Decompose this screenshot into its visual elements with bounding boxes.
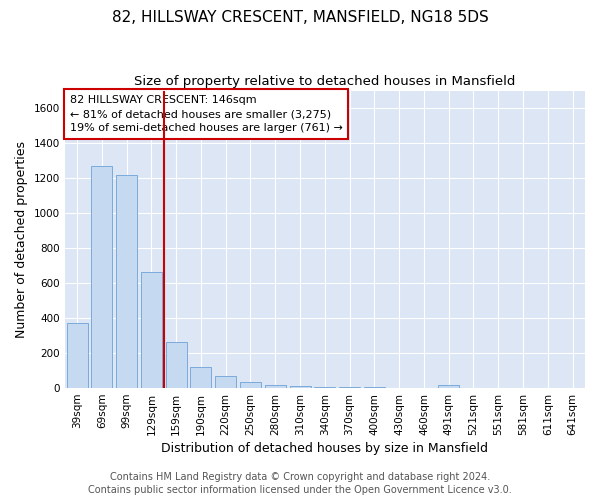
Text: 82 HILLSWAY CRESCENT: 146sqm
← 81% of detached houses are smaller (3,275)
19% of: 82 HILLSWAY CRESCENT: 146sqm ← 81% of de… xyxy=(70,95,343,133)
Bar xyxy=(438,384,459,388)
Bar xyxy=(116,176,137,388)
Text: Contains HM Land Registry data © Crown copyright and database right 2024.
Contai: Contains HM Land Registry data © Crown c… xyxy=(88,472,512,495)
Bar xyxy=(265,384,286,388)
Title: Size of property relative to detached houses in Mansfield: Size of property relative to detached ho… xyxy=(134,75,515,88)
Text: 82, HILLSWAY CRESCENT, MANSFIELD, NG18 5DS: 82, HILLSWAY CRESCENT, MANSFIELD, NG18 5… xyxy=(112,10,488,25)
Bar xyxy=(91,166,112,388)
Bar xyxy=(190,368,211,388)
Bar xyxy=(67,324,88,388)
Bar xyxy=(166,342,187,388)
Y-axis label: Number of detached properties: Number of detached properties xyxy=(15,141,28,338)
Bar xyxy=(364,387,385,388)
Bar xyxy=(215,376,236,388)
Bar xyxy=(314,386,335,388)
Bar xyxy=(290,386,311,388)
Bar xyxy=(240,382,261,388)
Bar xyxy=(339,386,360,388)
X-axis label: Distribution of detached houses by size in Mansfield: Distribution of detached houses by size … xyxy=(161,442,488,455)
Bar xyxy=(141,272,162,388)
